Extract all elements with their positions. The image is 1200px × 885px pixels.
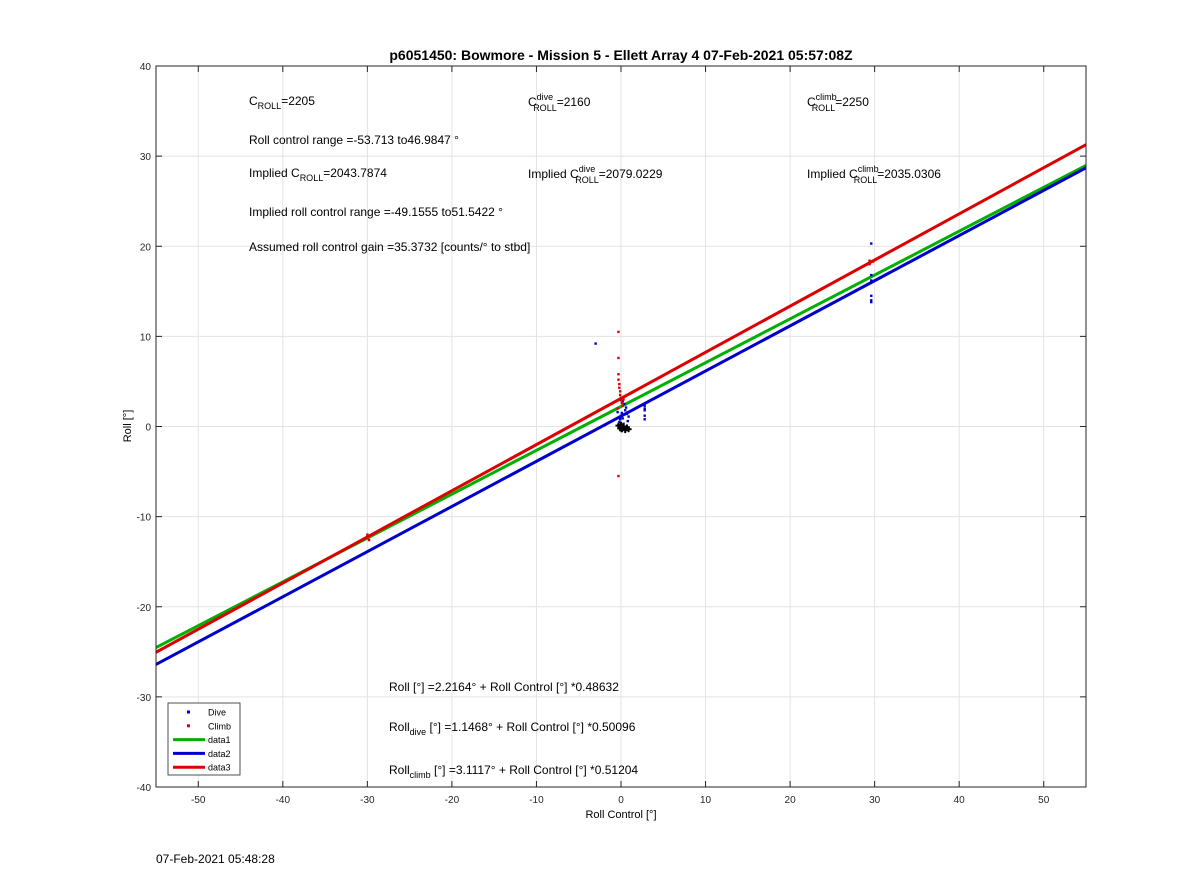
dive-point <box>624 406 628 409</box>
climb-point <box>874 258 877 261</box>
climb-point <box>367 538 371 542</box>
legend-label: data1 <box>208 735 231 745</box>
chart-title: p6051450: Bowmore - Mission 5 - Ellett A… <box>389 47 853 63</box>
climb-point <box>622 398 625 401</box>
dive-point <box>643 407 646 410</box>
y-tick-label: 20 <box>140 242 152 253</box>
x-tick-label: -30 <box>360 795 375 806</box>
x-tick-label: -20 <box>445 795 460 806</box>
implied-c-roll-climb-annotation: Implied Cclimb ROLL=2035.0306 <box>807 164 941 185</box>
climb-point <box>617 330 620 334</box>
c-roll-dive-annotation: Cdive ROLL=2160 <box>528 92 591 113</box>
dive-point <box>623 402 626 406</box>
dive-point <box>624 409 627 412</box>
dive-point <box>870 242 873 245</box>
climb-point <box>617 474 620 478</box>
dive-point <box>621 400 624 403</box>
y-tick-label: 10 <box>140 332 152 343</box>
legend-marker-climb <box>187 724 190 728</box>
legend-label: Climb <box>208 721 231 731</box>
dive-point <box>619 414 623 417</box>
c-roll-annotation: CROLL=2205 <box>249 94 315 111</box>
climb-point <box>868 263 871 266</box>
climb-point <box>621 404 624 407</box>
climb-point <box>620 401 624 405</box>
y-tick-label: -40 <box>137 783 152 794</box>
dive-point <box>870 279 873 282</box>
legend-marker-dive <box>187 710 190 714</box>
dive-point <box>643 404 646 407</box>
x-tick-label: -10 <box>529 795 544 806</box>
dive-point <box>643 409 646 412</box>
implied-c-roll-annotation: Implied CROLL=2043.7874 <box>249 166 387 183</box>
legend-label: data3 <box>208 763 231 773</box>
y-axis-label: Roll [°] <box>122 410 134 443</box>
dive-point <box>643 418 646 421</box>
legend: Dive Climb data1 data2 data3 <box>167 702 241 776</box>
dive-point <box>618 418 622 421</box>
x-axis-label: Roll Control [°] <box>585 809 656 821</box>
x-tick-label: 0 <box>618 795 624 806</box>
x-tick-label: 10 <box>700 795 712 806</box>
climb-point <box>618 386 621 389</box>
climb-point <box>618 390 622 393</box>
plot-area: -50 -40 -30 -20 -10 0 10 20 30 40 50 -40 -30 -20 -10 0 1… <box>137 62 1087 806</box>
dive-point <box>620 411 624 415</box>
dive-point <box>643 414 646 417</box>
y-tick-label: 40 <box>140 62 152 73</box>
climb-point <box>619 396 623 399</box>
x-tick-label: 50 <box>1038 795 1050 806</box>
dive-point <box>626 419 629 423</box>
fit-all-annotation: Roll [°] =2.2164° + Roll Control [°] *0.… <box>389 680 619 694</box>
dive-point <box>621 417 624 420</box>
climb-point <box>868 259 871 262</box>
implied-c-roll-dive-annotation: Implied Cdive ROLL=2079.0229 <box>528 164 663 185</box>
footer-timestamp: 07-Feb-2021 05:48:28 <box>156 852 275 866</box>
dive-point <box>616 410 619 414</box>
climb-point <box>618 393 622 397</box>
roll-range-annotation: Roll control range =-53.713 to46.9847 ° <box>249 133 459 147</box>
y-tick-label: -20 <box>137 603 152 614</box>
legend-label: data2 <box>208 749 231 759</box>
dive-point <box>870 299 873 302</box>
y-tick-label: -10 <box>137 513 152 524</box>
dive-point <box>618 420 621 424</box>
x-tick-label: 30 <box>869 795 881 806</box>
dive-point <box>625 412 629 416</box>
climb-point <box>871 260 875 263</box>
climb-point <box>618 382 621 386</box>
x-tick-label: -40 <box>276 795 291 806</box>
climb-point <box>366 537 369 540</box>
dive-point <box>870 294 873 298</box>
dive-point <box>870 300 873 304</box>
dive-point <box>594 342 597 345</box>
legend-label: Dive <box>208 708 226 718</box>
climb-point <box>617 373 620 376</box>
dive-point <box>627 415 630 418</box>
climb-point <box>616 407 619 410</box>
x-tick-label: 40 <box>954 795 966 806</box>
climb-point <box>617 356 620 360</box>
y-tick-label: 0 <box>145 423 151 434</box>
x-tick-label: 20 <box>785 795 797 806</box>
climb-point <box>617 378 620 381</box>
fit-dive-annotation: Rolldive [°] =1.1468° + Roll Control [°]… <box>389 720 636 737</box>
implied-range-annotation: Implied roll control range =-49.1555 to5… <box>249 205 503 219</box>
y-tick-label: 30 <box>140 152 152 163</box>
data-layer <box>156 143 1086 666</box>
dive-point <box>870 273 873 277</box>
axes-box <box>155 65 1087 788</box>
x-tick-label: -50 <box>191 795 206 806</box>
climb-point <box>366 533 369 536</box>
fit-climb-annotation: Rollclimb [°] =3.1117° + Roll Control [°… <box>389 763 638 780</box>
y-tick-label: -30 <box>137 693 152 704</box>
gain-annotation: Assumed roll control gain =35.3732 [coun… <box>249 240 530 254</box>
c-roll-climb-annotation: Cclimb ROLL=2250 <box>807 92 869 113</box>
climb-point <box>619 399 623 402</box>
